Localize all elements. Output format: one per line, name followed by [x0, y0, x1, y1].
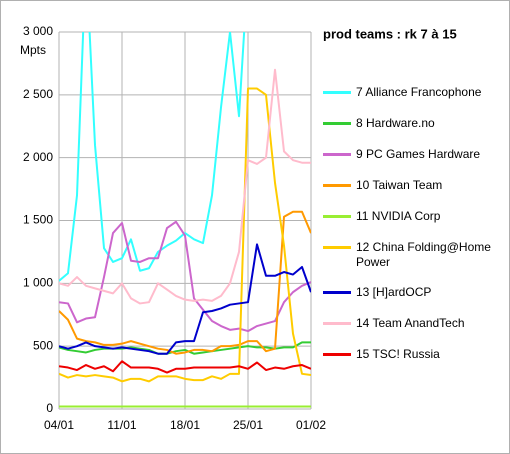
legend-entry: 10 Taiwan Team: [321, 178, 506, 209]
legend-swatch: [323, 153, 351, 156]
legend-swatch: [323, 291, 351, 294]
legend-label: 9 PC Games Hardware: [356, 147, 481, 161]
legend-label: 15 TSC! Russia: [356, 347, 440, 361]
series-line: [59, 68, 311, 305]
x-tick-label: 04/01: [44, 418, 74, 432]
plot-lines: [59, 32, 311, 408]
y-tick-label: 1 500: [23, 213, 53, 227]
legend-entry: 11 NVIDIA Corp: [321, 209, 506, 240]
legend-label: 10 Taiwan Team: [356, 178, 443, 192]
legend-entry: 15 TSC! Russia: [321, 347, 506, 378]
legend-swatch: [323, 91, 351, 94]
legend-swatch: [323, 122, 351, 125]
y-tick-label: 2 500: [23, 87, 53, 101]
legend-swatch: [323, 322, 351, 325]
legend-swatch: [323, 353, 351, 356]
y-tick-label: 500: [33, 338, 53, 352]
legend-label: 7 Alliance Francophone: [356, 85, 482, 99]
x-tick-label: 01/02: [296, 418, 326, 432]
y-axis-label: Mpts: [20, 43, 46, 57]
legend-label: 8 Hardware.no: [356, 116, 435, 130]
legend-label: 12 China Folding@Home Power: [356, 240, 491, 269]
y-tick-label: 2 000: [23, 150, 53, 164]
x-tick-label: 11/01: [107, 418, 136, 432]
x-tick-label: 18/01: [170, 418, 200, 432]
series-line: [59, 360, 311, 374]
series-line: [59, 243, 311, 355]
legend-label: 11 NVIDIA Corp: [356, 209, 441, 223]
legend-entry: 12 China Folding@Home Power: [321, 240, 506, 285]
legend-swatch: [323, 246, 351, 249]
y-tick-label: 3 000: [23, 24, 53, 38]
series-line: [59, 210, 311, 355]
legend-entry: 14 Team AnandTech: [321, 316, 506, 347]
legend-swatch: [323, 215, 351, 218]
y-tick-label: 0: [46, 401, 53, 415]
legend-label: 13 [H]ardOCP: [356, 285, 432, 299]
legend-label: 14 Team AnandTech: [356, 316, 465, 330]
legend-entry: 7 Alliance Francophone: [321, 85, 506, 116]
series-line: [59, 32, 246, 282]
y-tick-label: 1 000: [23, 276, 53, 290]
x-tick-label: 25/01: [233, 418, 263, 432]
legend: 7 Alliance Francophone 8 Hardware.no 9 PC …: [321, 85, 506, 378]
legend-entry: 8 Hardware.no: [321, 116, 506, 147]
chart-title: prod teams : rk 7 à 15: [323, 26, 457, 41]
legend-swatch: [323, 184, 351, 187]
series-line: [59, 341, 311, 355]
legend-entry: 9 PC Games Hardware: [321, 147, 506, 178]
legend-entry: 13 [H]ardOCP: [321, 285, 506, 316]
